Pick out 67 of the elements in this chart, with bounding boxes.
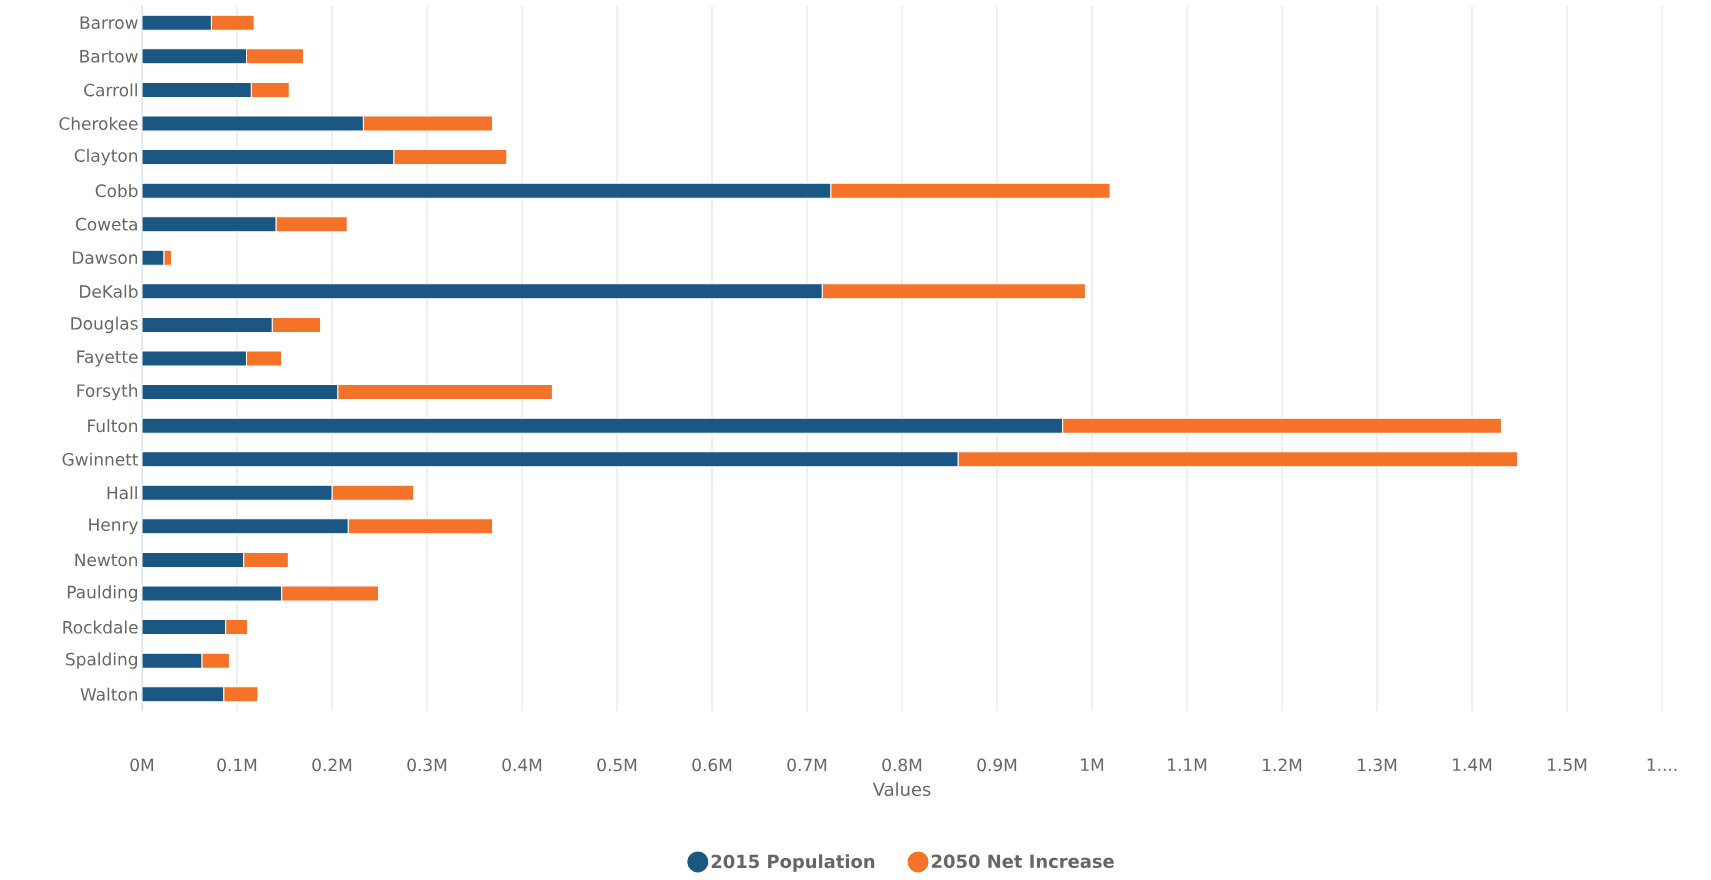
- bar: [142, 48, 247, 65]
- y-tick-label: Dawson: [72, 251, 138, 265]
- x-tick-label: 0M: [130, 758, 154, 772]
- bar: [142, 484, 333, 501]
- bar: [142, 149, 395, 166]
- legend-label: 2015 Population: [711, 854, 875, 872]
- bar: [347, 518, 494, 535]
- y-tick-label: Rockdale: [63, 620, 138, 634]
- x-tick-label: 1.1M: [1168, 758, 1207, 771]
- y-tick-label: Cherokee: [59, 116, 138, 131]
- y-tick-label: Clayton: [74, 148, 138, 166]
- bar: [362, 115, 494, 132]
- y-tick-label: Paulding: [67, 585, 137, 602]
- y-tick-label: Douglas: [71, 316, 138, 334]
- bar: [201, 652, 230, 669]
- x-tick-label: 0.3M: [407, 758, 447, 772]
- x-tick-label: 1.3M: [1358, 758, 1397, 772]
- x-tick-label: 1....: [1647, 758, 1677, 771]
- y-tick-label: Carroll: [84, 83, 137, 97]
- bar: [250, 81, 290, 98]
- bar: [281, 585, 380, 602]
- x-tick-label: 1.5M: [1548, 758, 1587, 772]
- bar: [142, 686, 225, 703]
- bar: [271, 316, 322, 333]
- x-tick-label: 0.5M: [597, 758, 637, 772]
- y-tick-label: Hall: [107, 486, 137, 500]
- bar: [246, 48, 304, 65]
- y-tick-label: Spalding: [66, 652, 137, 669]
- bar: [142, 551, 245, 568]
- y-tick-label: Fayette: [77, 350, 138, 367]
- y-tick-label: Forsyth: [77, 383, 138, 401]
- y-tick-label: Cobb: [95, 184, 138, 198]
- y-tick-label: DeKalb: [80, 284, 138, 298]
- y-tick-label: Barrow: [80, 16, 138, 30]
- bar: [142, 216, 277, 233]
- y-tick-label: Walton: [80, 687, 138, 701]
- x-tick-label: 0.9M: [977, 758, 1017, 772]
- bar: [225, 619, 248, 636]
- x-tick-label: 0.6M: [692, 758, 732, 772]
- bar: [142, 316, 273, 333]
- bar: [337, 384, 553, 401]
- legend-label: 2050 Net Increase: [931, 854, 1114, 869]
- bar: [142, 81, 252, 98]
- x-tick-label: 0.2M: [312, 758, 352, 772]
- bar: [393, 149, 508, 166]
- y-tick-label: Fulton: [88, 419, 138, 433]
- x-tick-label: 1.4M: [1453, 758, 1492, 771]
- x-tick-label: 0.4M: [502, 758, 542, 772]
- bar: [142, 451, 959, 468]
- bar: [142, 619, 227, 636]
- x-tick-label: 1.2M: [1263, 758, 1302, 772]
- bar: [142, 14, 212, 31]
- y-tick-label: Gwinnett: [62, 452, 139, 466]
- y-tick-label: Bartow: [80, 50, 138, 63]
- bar: [275, 216, 348, 233]
- y-tick-label: Henry: [89, 518, 138, 535]
- bar: [142, 384, 339, 401]
- x-tick-label: 0.8M: [882, 758, 922, 772]
- x-tick-label: 0.7M: [787, 758, 827, 772]
- y-tick-label: Coweta: [75, 217, 137, 231]
- x-tick-label: 0.1M: [217, 758, 257, 772]
- bar: [246, 350, 283, 367]
- bar: [331, 484, 415, 501]
- x-tick-label: 1M: [1081, 758, 1104, 771]
- bar: [243, 551, 289, 568]
- y-tick-label: Newton: [75, 553, 138, 567]
- x-axis-title: Values: [872, 782, 931, 797]
